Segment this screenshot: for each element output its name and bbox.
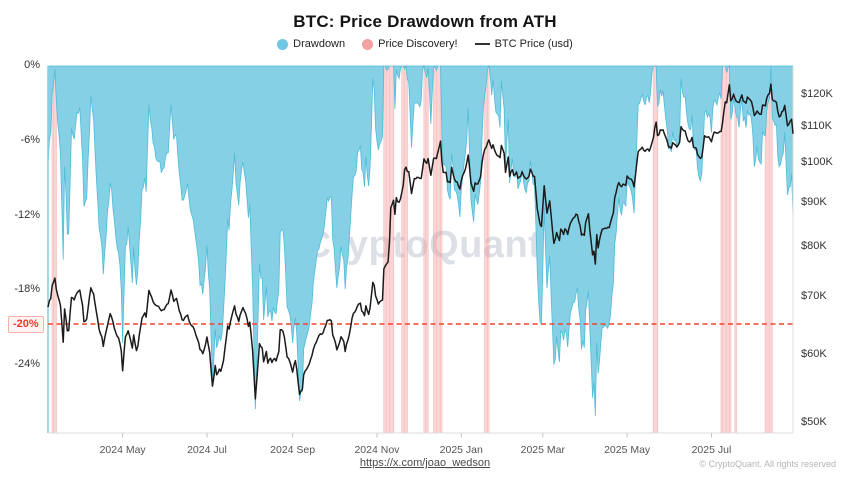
price-discovery-band xyxy=(726,66,728,433)
price-discovery-band xyxy=(768,66,771,433)
price-discovery-band xyxy=(771,66,773,433)
price-discovery-band xyxy=(54,66,56,433)
x-axis-tick: 2024 May xyxy=(99,444,146,456)
drawdown-swatch-icon xyxy=(277,38,289,50)
threshold-label: -20% xyxy=(8,316,44,333)
x-axis-tick: 2024 Jul xyxy=(187,444,227,456)
price-discovery-band xyxy=(401,66,403,433)
author-link[interactable]: https://x.com/joao_wedson xyxy=(359,457,491,469)
y-axis-left-tick: 0% xyxy=(24,59,40,71)
price-discovery-band xyxy=(386,66,388,433)
price-discovery-band xyxy=(657,66,659,433)
legend-label-drawdown: Drawdown xyxy=(293,38,346,50)
price-discovery-band xyxy=(439,66,442,433)
y-axis-right-tick: $50K xyxy=(801,415,827,428)
y-axis-left-tick: -12% xyxy=(14,208,40,221)
price-discovery-band xyxy=(404,66,406,433)
legend-item-price-discovery[interactable]: Price Discovery! xyxy=(362,38,458,50)
btc-price-swatch-icon xyxy=(474,43,490,45)
x-axis-tick: 2024 Sep xyxy=(270,444,316,456)
price-discovery-band xyxy=(724,66,726,433)
price-discovery-band xyxy=(402,66,404,433)
y-axis-right-tick: $80K xyxy=(801,239,827,252)
price-discovery-band xyxy=(734,66,736,433)
y-axis-right-tick: $90K xyxy=(801,195,827,208)
price-discovery-band xyxy=(52,66,55,433)
price-discovery-band xyxy=(654,66,656,433)
y-axis-left-tick: -24% xyxy=(14,358,40,371)
y-axis-right-tick: $70K xyxy=(801,289,827,302)
price-discovery-band xyxy=(655,66,657,433)
price-discovery-band xyxy=(424,66,426,433)
price-discovery-band xyxy=(721,66,724,433)
chart-title: BTC: Price Drawdown from ATH xyxy=(293,12,557,31)
price-discovery-band xyxy=(766,66,768,433)
btc-price-line xyxy=(47,83,794,400)
price-discovery-band xyxy=(486,66,489,433)
price-discovery-band xyxy=(437,66,439,433)
price-discovery-band xyxy=(55,66,57,433)
price-discovery-band xyxy=(767,66,769,433)
price-discovery-band xyxy=(720,66,722,433)
x-axis-tick: 2025 Jul xyxy=(691,444,732,456)
price-discovery-band xyxy=(728,66,730,433)
y-axis-left-tick: -18% xyxy=(14,283,40,296)
price-discovery-band xyxy=(727,66,729,433)
y-axis-right-tick: $100K xyxy=(801,156,833,168)
price-discovery-band xyxy=(723,66,725,433)
y-axis-left-tick: -6% xyxy=(20,133,40,146)
x-axis-tick: 2025 May xyxy=(604,444,651,456)
y-axis-right-tick: $110K xyxy=(801,120,832,133)
drawdown-area xyxy=(47,64,794,416)
price-discovery-band xyxy=(652,66,654,433)
legend-item-drawdown[interactable]: Drawdown xyxy=(277,38,345,50)
price-discovery-band xyxy=(390,66,392,433)
y-axis-right-tick: $60K xyxy=(801,347,827,360)
price-discovery-band xyxy=(438,66,440,433)
price-discovery-band xyxy=(423,66,425,433)
price-discovery-band xyxy=(383,66,385,433)
price-discovery-band xyxy=(384,66,386,433)
price-discovery-band xyxy=(426,66,428,433)
price-discovery-band xyxy=(764,66,766,433)
price-discovery-band xyxy=(488,66,490,433)
x-axis-tick: 2024 Nov xyxy=(354,444,400,456)
price-discovery-swatch-icon xyxy=(362,38,374,50)
price-discovery-band xyxy=(387,66,389,433)
legend-label-price-discovery: Price Discovery! xyxy=(378,38,458,50)
price-discovery-band xyxy=(435,66,437,433)
copyright: © CryptoQuant. All rights reserved xyxy=(699,459,836,469)
price-discovery-band xyxy=(441,66,443,433)
legend-item-btc-price[interactable]: BTC Price (usd) xyxy=(474,38,573,50)
price-discovery-band xyxy=(51,66,53,433)
price-discovery-band xyxy=(484,66,486,433)
price-discovery-band xyxy=(735,66,737,433)
price-discovery-band xyxy=(391,66,393,433)
price-discovery-band xyxy=(485,66,487,433)
y-axis-right-tick: $120K xyxy=(801,87,833,100)
x-axis-tick: 2025 Mar xyxy=(520,444,565,456)
price-discovery-band xyxy=(434,66,436,433)
price-discovery-band xyxy=(427,66,429,433)
legend-label-btc-price: BTC Price (usd) xyxy=(494,38,573,50)
legend: Drawdown Price Discovery! BTC Price (usd… xyxy=(0,38,850,50)
x-axis-tick: 2025 Jan xyxy=(439,444,483,456)
price-discovery-band xyxy=(405,66,407,433)
price-discovery-band xyxy=(406,66,408,433)
price-discovery-band xyxy=(393,66,395,433)
price-discovery-band xyxy=(770,66,772,433)
price-discovery-band xyxy=(730,66,732,433)
price-discovery-band xyxy=(433,66,435,433)
